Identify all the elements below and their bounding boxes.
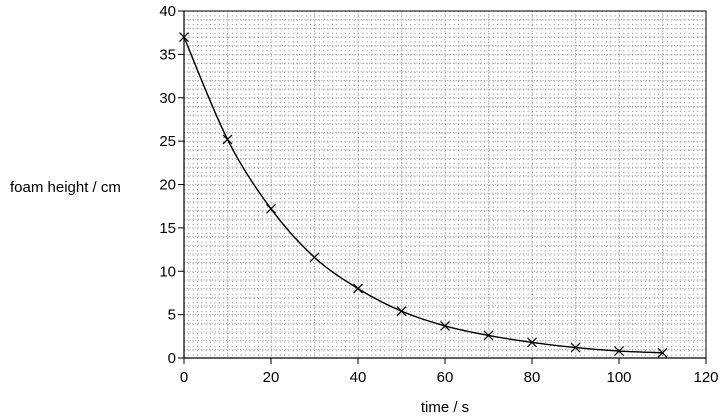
data-point-marker — [657, 347, 668, 358]
y-tick-label: 5 — [168, 307, 176, 324]
y-tick-label: 40 — [159, 3, 176, 20]
data-point-marker — [266, 203, 276, 214]
marker-stroke — [527, 337, 537, 348]
y-tick-label: 20 — [159, 177, 176, 194]
data-point-marker — [440, 320, 450, 331]
marker-stroke — [570, 342, 581, 353]
y-tick-label: 0 — [168, 350, 176, 367]
data-point-marker — [527, 337, 537, 348]
y-tick-label: 35 — [159, 46, 176, 63]
grid-lines — [183, 10, 707, 359]
x-tick-label: 100 — [606, 369, 631, 386]
data-point-marker — [309, 252, 320, 263]
marker-stroke — [179, 32, 189, 42]
marker-stroke — [657, 347, 668, 358]
x-tick-label: 0 — [180, 369, 188, 386]
data-markers — [179, 32, 668, 358]
marker-stroke — [396, 306, 407, 317]
x-tick-label: 60 — [437, 369, 454, 386]
x-axis-title: time / s — [421, 399, 469, 416]
tick-labels: 0 20 40 60 80 100 120 0 5 10 15 20 25 30 35 40 — [159, 3, 718, 386]
data-point-marker — [179, 32, 189, 42]
x-tick-label: 20 — [263, 369, 280, 386]
data-point-marker — [483, 330, 494, 341]
marker-stroke — [353, 283, 363, 294]
data-point-marker — [353, 283, 363, 294]
x-tick-label: 40 — [350, 369, 367, 386]
marker-stroke — [266, 203, 276, 214]
marker-stroke — [222, 134, 233, 145]
axes — [178, 10, 707, 364]
y-tick-label: 25 — [159, 133, 176, 150]
data-point-marker — [222, 134, 233, 145]
marker-stroke — [440, 320, 450, 331]
y-tick-label: 10 — [159, 263, 176, 280]
y-axis-title: foam height / cm — [10, 179, 121, 196]
y-tick-label: 15 — [159, 220, 176, 237]
data-point-marker — [614, 346, 624, 356]
marker-stroke — [309, 252, 320, 263]
data-point-marker — [396, 306, 407, 317]
marker-stroke — [614, 346, 624, 356]
y-tick-label: 30 — [159, 90, 176, 107]
marker-stroke — [483, 330, 494, 341]
data-point-marker — [570, 342, 581, 353]
x-tick-label: 80 — [524, 369, 541, 386]
x-tick-label: 120 — [693, 369, 718, 386]
